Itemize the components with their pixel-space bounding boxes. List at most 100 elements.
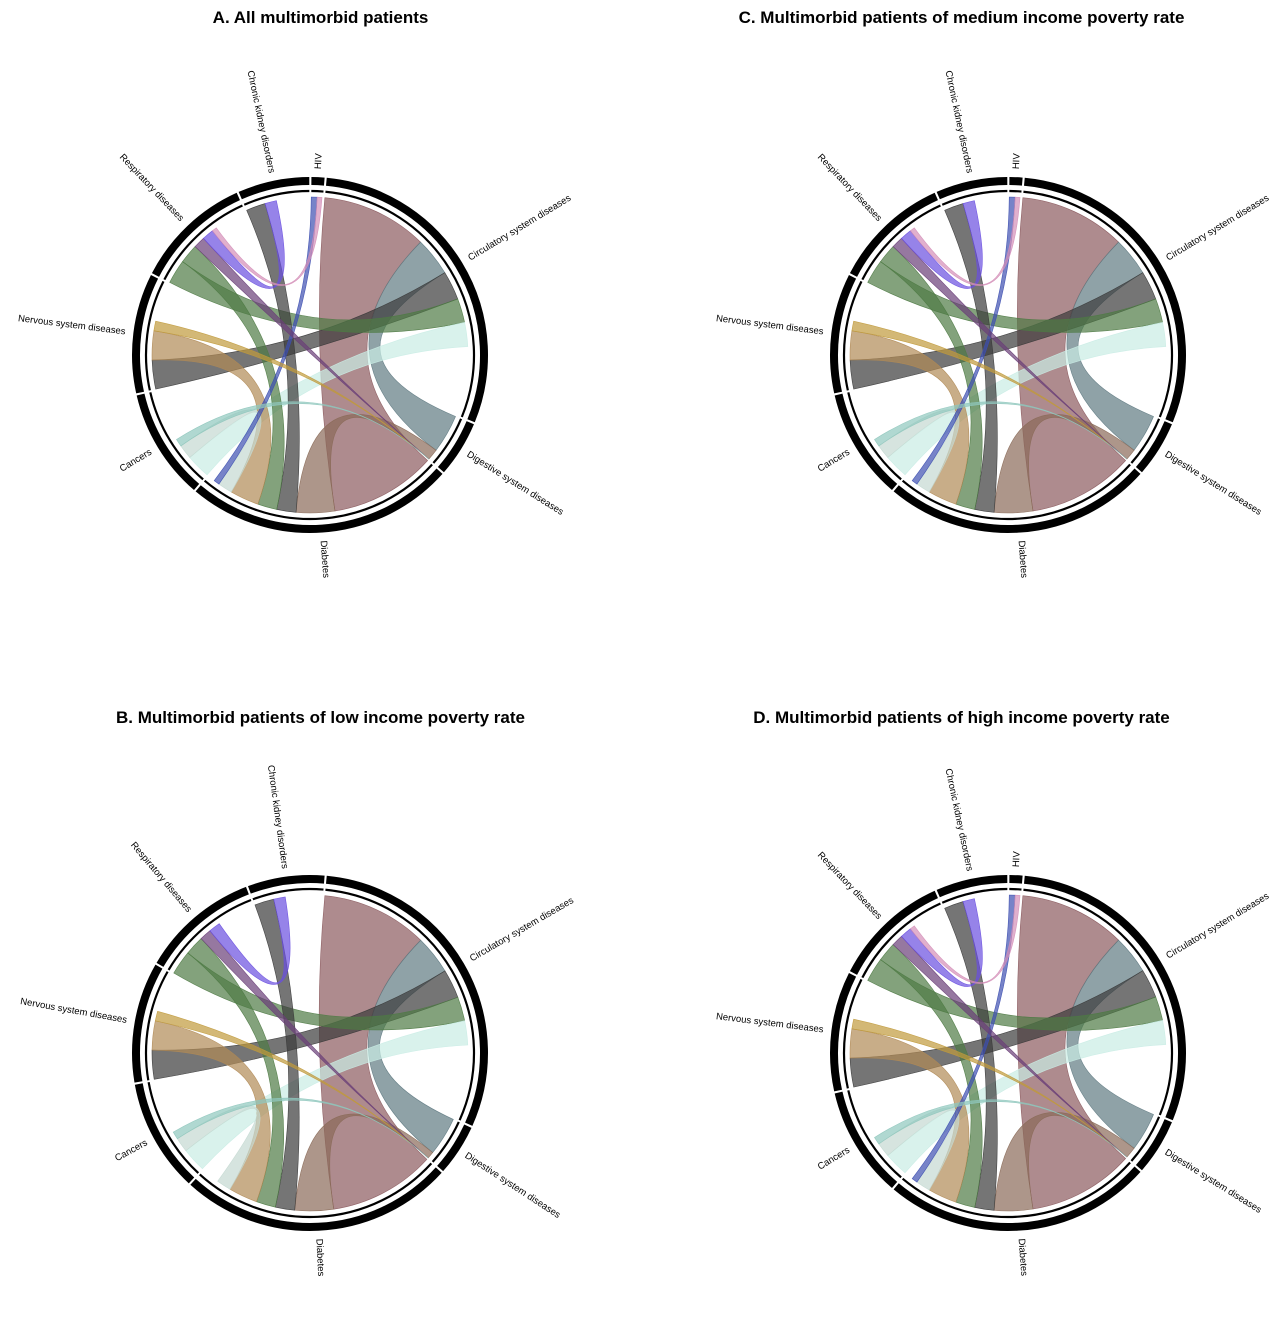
sector-label: Circulatory system diseases — [1164, 193, 1271, 264]
sector-outer-arc — [1023, 177, 1186, 423]
sector-inner-arc — [1023, 190, 1174, 418]
sector-outer-arc — [190, 1167, 442, 1231]
sector-inner-arc — [1023, 888, 1174, 1116]
sector-inner-arc — [861, 902, 941, 979]
sector-label: Cancers — [816, 447, 852, 475]
panel-title: D. Multimorbid patients of high income p… — [753, 708, 1170, 727]
sector-label: Circulatory system diseases — [1164, 891, 1271, 962]
sector-label: Nervous system diseases — [19, 996, 128, 1026]
sector-outer-arc — [437, 421, 474, 473]
sector-inner-arc — [901, 1161, 1131, 1219]
chord-diagram: Circulatory system diseases Digestive sys… — [17, 70, 573, 579]
sector-inner-arc — [144, 280, 165, 391]
sector-outer-arc — [325, 177, 488, 423]
chord-link — [189, 321, 469, 476]
chord-link — [318, 895, 428, 1210]
sector-outer-arc — [238, 177, 310, 200]
chord-link — [246, 203, 300, 513]
sector-inner-arc — [252, 887, 324, 901]
sector-inner-arc — [167, 898, 252, 971]
panel-title: A. All multimorbid patients — [212, 8, 429, 27]
sector-outer-arc — [849, 890, 938, 975]
sector-outer-arc — [156, 886, 249, 967]
sector-outer-arc — [834, 393, 898, 491]
sector-inner-arc — [861, 204, 941, 281]
chord-link — [154, 1010, 429, 1159]
chord-link — [153, 320, 430, 460]
sector-outer-arc — [136, 393, 200, 491]
chord-link — [874, 1099, 1128, 1158]
sector-inner-arc — [149, 392, 204, 481]
panel-d: D. Multimorbid patients of high income p… — [641, 700, 1282, 1341]
panel-b: B. Multimorbid patients of low income po… — [0, 700, 641, 1341]
chord-link — [209, 896, 291, 985]
sector-inner-arc — [431, 1121, 460, 1163]
sector-inner-arc — [311, 189, 324, 193]
sector-outer-arc — [132, 275, 159, 394]
sector-label: Diabetes — [1016, 1238, 1030, 1276]
sector-outer-arc — [325, 875, 488, 1126]
chord-link — [295, 414, 437, 514]
sector-outer-arc — [830, 275, 857, 394]
sector-inner-arc — [203, 463, 433, 521]
sector-outer-arc — [893, 1166, 1141, 1231]
chord-diagram: Circulatory system diseases Digestive sys… — [715, 70, 1271, 579]
chord-link — [993, 1112, 1135, 1212]
chord-link — [211, 196, 323, 286]
sector-label: HIV — [313, 152, 325, 169]
chord-link — [254, 898, 300, 1211]
sector-label: Digestive system diseases — [463, 1150, 563, 1221]
sector-label: Circulatory system diseases — [466, 193, 573, 264]
sector-outer-arc — [311, 177, 325, 186]
sector-inner-arc — [199, 1162, 433, 1219]
sector-outer-arc — [893, 468, 1141, 533]
chord-link — [887, 1019, 1167, 1174]
chord-link — [993, 414, 1135, 514]
sector-inner-arc — [842, 280, 863, 391]
sector-label: HIV — [1011, 850, 1023, 867]
sector-label: Nervous system diseases — [715, 1011, 824, 1035]
chord-link — [874, 401, 1128, 460]
sector-inner-arc — [147, 1082, 200, 1174]
sector-inner-arc — [1009, 189, 1022, 193]
sector-label: Respiratory diseases — [815, 850, 884, 922]
panel-title: B. Multimorbid patients of low income po… — [116, 708, 525, 727]
sector-label: Circulatory system diseases — [468, 895, 576, 964]
sector-inner-arc — [243, 189, 310, 206]
sector-outer-arc — [132, 964, 163, 1083]
sector-label: Diabetes — [318, 540, 332, 578]
sector-label: Digestive system diseases — [1163, 449, 1264, 518]
sector-outer-arc — [834, 1091, 898, 1189]
chord-diagram: Circulatory system diseases Digestive sys… — [715, 768, 1271, 1277]
sector-inner-arc — [325, 888, 476, 1121]
sector-outer-arc — [151, 192, 240, 277]
sector-outer-arc — [247, 875, 325, 894]
sector-label: Chronic kidney disorders — [943, 70, 975, 175]
chord-link — [851, 1018, 1128, 1158]
sector-outer-arc — [1009, 875, 1023, 884]
sector-inner-arc — [1009, 887, 1022, 891]
sector-inner-arc — [847, 1090, 902, 1179]
sector-inner-arc — [941, 887, 1008, 904]
sector-outer-arc — [1023, 875, 1186, 1121]
sector-inner-arc — [144, 971, 169, 1081]
sector-outer-arc — [195, 468, 443, 533]
sector-outer-arc — [830, 973, 857, 1092]
chord-link — [944, 203, 998, 513]
sector-label: Respiratory diseases — [117, 152, 186, 224]
sector-label: Digestive system diseases — [465, 449, 566, 518]
sector-inner-arc — [1130, 418, 1161, 464]
sector-label: Nervous system diseases — [17, 313, 126, 337]
chord-link — [851, 320, 1128, 460]
chord-link — [909, 196, 1021, 286]
sector-label: Nervous system diseases — [715, 313, 824, 337]
chord-link — [909, 894, 1021, 984]
sector-label: Cancers — [118, 447, 154, 475]
sector-outer-arc — [134, 1083, 195, 1184]
sector-inner-arc — [842, 978, 863, 1089]
sector-inner-arc — [901, 463, 1131, 521]
sector-label: Diabetes — [1016, 540, 1030, 578]
sector-outer-arc — [936, 177, 1008, 200]
chord-diagram: Circulatory system diseases Digestive sys… — [19, 764, 576, 1276]
sector-inner-arc — [432, 418, 463, 464]
